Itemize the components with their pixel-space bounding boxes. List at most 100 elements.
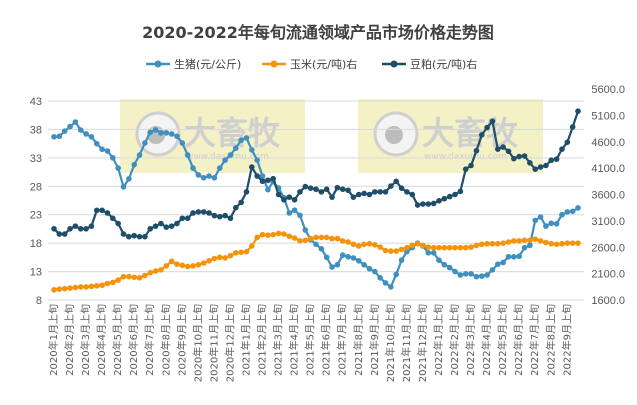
data-point — [168, 258, 175, 265]
data-point — [120, 273, 127, 280]
data-point — [152, 127, 159, 133]
data-point — [441, 261, 448, 268]
right-tick-label: 4100.0 — [591, 163, 625, 175]
data-point — [468, 244, 474, 250]
data-point — [446, 264, 453, 271]
data-point — [355, 191, 362, 198]
data-point — [67, 123, 73, 130]
data-point — [307, 235, 314, 242]
data-point — [425, 244, 432, 250]
left-tick-label: 43 — [30, 96, 42, 108]
data-point — [302, 227, 309, 233]
data-point — [131, 274, 138, 281]
data-point — [286, 210, 293, 216]
data-point — [409, 191, 416, 198]
data-point — [420, 242, 426, 249]
data-point — [377, 244, 383, 250]
data-point — [184, 215, 191, 222]
data-point — [511, 238, 517, 244]
data-point — [462, 166, 469, 172]
data-point — [339, 186, 346, 193]
x-tick-label: 2021年8月上旬 — [352, 304, 365, 376]
data-point — [441, 195, 448, 202]
data-point — [425, 201, 432, 207]
data-point — [120, 184, 127, 190]
data-point — [168, 131, 175, 137]
data-point — [521, 153, 528, 159]
right-tick-label: 5600.0 — [591, 84, 625, 96]
data-point — [302, 237, 309, 244]
data-point — [291, 207, 298, 213]
data-point — [174, 133, 180, 140]
x-tick-label: 2021年2月上旬 — [256, 304, 269, 376]
data-point — [222, 212, 228, 219]
data-point — [537, 164, 544, 170]
data-point — [393, 271, 400, 278]
data-point — [484, 124, 490, 131]
data-point — [543, 239, 549, 246]
data-point — [350, 255, 357, 261]
x-tick-label: 2021年4月上旬 — [288, 304, 301, 376]
data-point — [206, 173, 212, 179]
x-tick-label: 2020年5月上旬 — [111, 304, 124, 376]
data-point — [104, 280, 111, 287]
data-point — [511, 155, 517, 162]
data-point — [206, 257, 212, 264]
data-point — [527, 242, 533, 249]
data-point — [452, 268, 458, 275]
data-point — [72, 284, 79, 291]
data-point — [457, 244, 464, 251]
data-point — [377, 275, 383, 281]
data-point — [393, 178, 400, 185]
data-point — [238, 249, 244, 256]
data-point — [388, 183, 394, 189]
data-point — [136, 152, 143, 158]
data-point — [56, 286, 63, 292]
data-point — [527, 237, 533, 244]
legend-label: 玉米(元/吨)右 — [290, 57, 357, 71]
data-point — [372, 189, 378, 195]
x-tick-label: 2021年6月上旬 — [320, 304, 333, 376]
legend: 生猪(元/公斤) 玉米(元/吨)右 豆粕(元/吨)右 — [146, 57, 477, 71]
data-point — [126, 176, 132, 182]
data-point — [61, 128, 68, 134]
data-point — [446, 193, 453, 200]
data-point — [436, 198, 442, 204]
legend-item: 玉米(元/吨)右 — [262, 57, 357, 71]
x-tick-label: 2022年8月上旬 — [544, 304, 557, 376]
data-point — [318, 234, 325, 241]
series-lines — [51, 108, 581, 293]
data-point — [398, 257, 405, 264]
data-point — [414, 240, 421, 247]
data-point — [72, 119, 79, 125]
data-point — [345, 253, 351, 260]
data-point — [259, 173, 266, 179]
data-point — [494, 261, 501, 267]
x-tick-label: 2021年11月上旬 — [400, 304, 413, 382]
data-point — [238, 199, 244, 206]
data-point — [468, 271, 474, 277]
data-point — [505, 239, 512, 245]
data-point — [142, 140, 148, 146]
data-point — [564, 209, 571, 215]
data-point — [302, 183, 309, 190]
data-point — [77, 225, 84, 232]
data-point — [179, 140, 186, 146]
data-point — [281, 196, 287, 203]
data-point — [382, 247, 389, 254]
data-point — [398, 185, 405, 191]
data-point — [147, 269, 154, 276]
svg-text:www.daxumu.com: www.daxumu.com — [424, 152, 507, 162]
data-point — [179, 215, 186, 222]
data-point — [484, 240, 490, 247]
data-point — [77, 284, 84, 290]
data-point — [521, 237, 528, 244]
data-point — [366, 191, 373, 198]
data-point — [216, 254, 223, 261]
data-point — [184, 263, 191, 270]
data-point — [489, 267, 496, 273]
data-point — [505, 253, 512, 260]
data-point — [88, 134, 95, 140]
data-point — [532, 217, 539, 224]
